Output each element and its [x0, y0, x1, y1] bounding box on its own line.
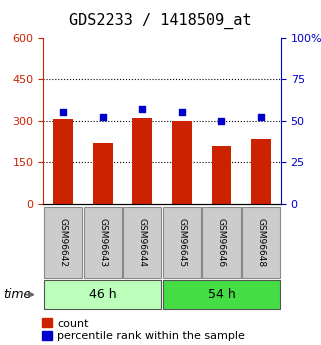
Text: GDS2233 / 1418509_at: GDS2233 / 1418509_at: [69, 13, 252, 29]
Point: [179, 110, 185, 115]
Text: GSM96642: GSM96642: [59, 218, 68, 267]
Text: 46 h: 46 h: [89, 288, 117, 301]
Point: [140, 106, 145, 112]
Bar: [212, 146, 231, 204]
Point: [61, 110, 66, 115]
Bar: [132, 118, 152, 204]
Text: time: time: [3, 288, 31, 301]
Text: GSM96646: GSM96646: [217, 218, 226, 267]
Bar: [53, 119, 73, 204]
Text: GSM96648: GSM96648: [256, 218, 265, 267]
Text: GSM96643: GSM96643: [98, 218, 107, 267]
Point: [219, 118, 224, 124]
Point: [100, 115, 105, 120]
Text: 54 h: 54 h: [208, 288, 235, 301]
Bar: [172, 121, 192, 204]
Text: GSM96645: GSM96645: [178, 218, 187, 267]
Point: [258, 115, 264, 120]
Bar: [251, 139, 271, 204]
Text: GSM96644: GSM96644: [138, 218, 147, 267]
Legend: count, percentile rank within the sample: count, percentile rank within the sample: [42, 318, 245, 342]
Bar: [93, 143, 113, 204]
